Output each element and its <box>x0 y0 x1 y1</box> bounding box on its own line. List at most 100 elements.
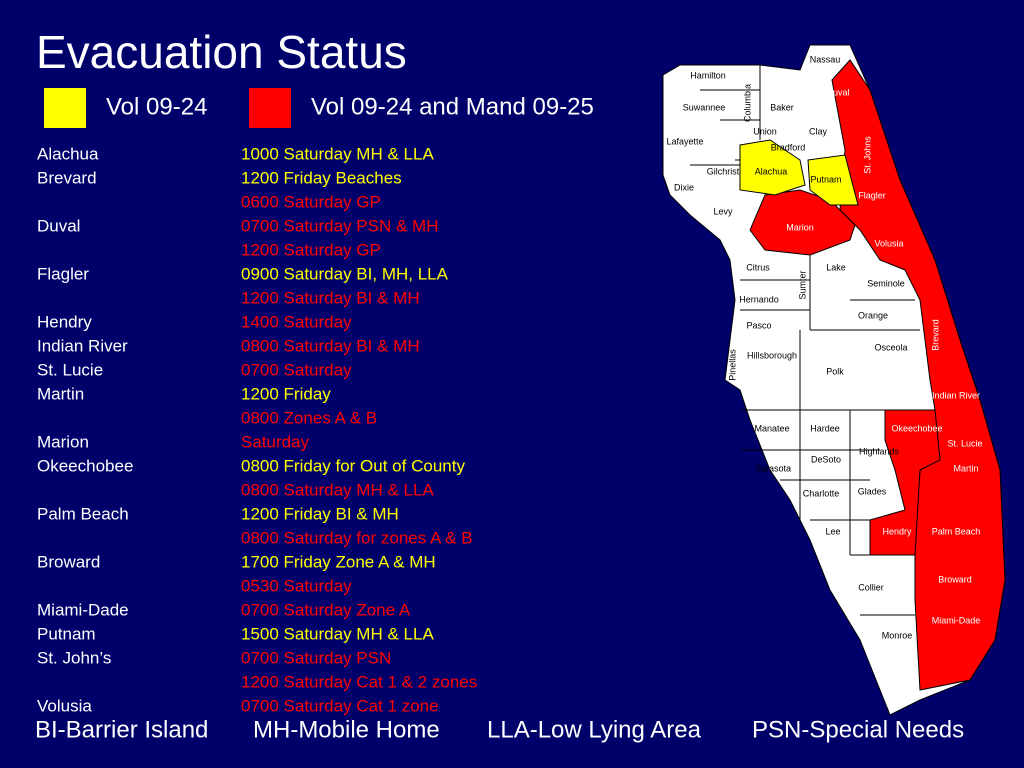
county-label: Okeechobee <box>891 423 942 433</box>
county-label: Highlands <box>859 446 900 456</box>
evacuation-time: 1200 Saturday GP <box>241 240 381 259</box>
evacuation-time: 1200 Friday BI & MH <box>241 504 399 523</box>
evacuation-time: 0600 Saturday GP <box>241 192 381 211</box>
county-label: Pasco <box>746 320 771 330</box>
status-table: Alachua 1000 Saturday MH & LLA Brevard 1200… <box>37 144 477 715</box>
county-label: Hardee <box>810 423 840 433</box>
legend-swatch <box>249 88 291 128</box>
legend-label: Vol 09-24 and Mand 09-25 <box>311 93 594 120</box>
evacuation-time: 0900 Saturday BI, MH, LLA <box>241 264 449 283</box>
county-label: Orange <box>858 310 888 320</box>
county-label: St. Johns <box>862 136 872 174</box>
county-name: Volusia <box>37 696 92 715</box>
county-label: Brevard <box>930 319 940 351</box>
footer-note: BI-Barrier Island <box>35 716 208 743</box>
county-label: Levy <box>713 206 733 216</box>
county-label: Monroe <box>882 630 913 640</box>
county-label: Dixie <box>674 182 694 192</box>
county-name: Putnam <box>37 624 96 643</box>
county-name: Okeechobee <box>37 456 133 475</box>
county-name: Broward <box>37 552 100 571</box>
county-label: Glades <box>858 486 887 496</box>
evacuation-time: 0700 Saturday <box>241 360 352 379</box>
evacuation-time: 0530 Saturday <box>241 576 352 595</box>
county-label: Bradford <box>771 142 806 152</box>
county-name: Duval <box>37 216 80 235</box>
marion-county <box>749 189 856 256</box>
evacuation-time: Saturday <box>241 432 310 451</box>
county-label: Hamilton <box>690 70 726 80</box>
county-name: Marion <box>37 432 89 451</box>
county-name: Palm Beach <box>37 504 129 523</box>
county-label: Citrus <box>746 262 770 272</box>
county-label: DeSoto <box>811 454 841 464</box>
evacuation-time: 1200 Friday Beaches <box>241 168 402 187</box>
county-label: Hillsborough <box>747 350 797 360</box>
evacuation-time: 1200 Saturday BI & MH <box>241 288 420 307</box>
evacuation-time: 0800 Saturday BI & MH <box>241 336 420 355</box>
evacuation-time: 1200 Friday <box>241 384 331 403</box>
county-label: Lee <box>825 526 840 536</box>
county-label: Flagler <box>858 190 886 200</box>
county-label: Collier <box>858 582 884 592</box>
county-label: Indian River <box>932 390 980 400</box>
county-label: Martin <box>953 463 978 473</box>
county-label: Lafayette <box>666 136 703 146</box>
county-label: Hendry <box>882 526 912 536</box>
county-label: Broward <box>938 574 972 584</box>
evacuation-time: 0700 Saturday Cat 1 zone <box>241 696 439 715</box>
county-label: Manatee <box>754 423 789 433</box>
evacuation-time: 0700 Saturday PSN <box>241 648 391 667</box>
county-name: St. John’s <box>37 648 111 667</box>
county-label: Miami-Dade <box>932 615 981 625</box>
alachua-county <box>739 139 806 196</box>
county-name: Miami-Dade <box>37 600 129 619</box>
county-label: St. Lucie <box>947 438 982 448</box>
evacuation-time: 1200 Saturday Cat 1 & 2 zones <box>241 672 477 691</box>
county-name: Hendry <box>37 312 92 331</box>
county-label: Pinellas <box>727 349 737 381</box>
county-name: Indian River <box>37 336 128 355</box>
county-label: Baker <box>770 102 794 112</box>
county-label: Hernando <box>739 294 779 304</box>
county-label: Sumter <box>797 270 807 299</box>
legend-label: Vol 09-24 <box>106 93 207 120</box>
evacuation-time: 0700 Saturday PSN & MH <box>241 216 438 235</box>
county-label: Lake <box>826 262 846 272</box>
county-label: Charlotte <box>803 488 840 498</box>
county-label: Nassau <box>810 54 841 64</box>
evacuation-time: 1400 Saturday <box>241 312 352 331</box>
title: Evacuation Status <box>36 26 407 78</box>
county-label: Marion <box>786 222 814 232</box>
county-borders <box>690 65 920 616</box>
footer-note: LLA-Low Lying Area <box>487 716 702 743</box>
legend-swatch <box>44 88 86 128</box>
county-label: Duval <box>826 87 849 97</box>
evacuation-time: 1500 Saturday MH & LLA <box>241 624 434 643</box>
county-name: St. Lucie <box>37 360 103 379</box>
county-label: Suwannee <box>683 102 726 112</box>
evacuation-time: 0800 Zones A & B <box>241 408 377 427</box>
county-label: Gilchrist <box>707 166 740 176</box>
county-label: Volusia <box>874 238 903 248</box>
county-label: Sarasota <box>755 463 791 473</box>
county-name: Flagler <box>37 264 89 283</box>
evacuation-time: 0700 Saturday Zone A <box>241 600 411 619</box>
county-name: Brevard <box>37 168 97 187</box>
county-label: Putnam <box>810 174 841 184</box>
evacuation-time: 1700 Friday Zone A & MH <box>241 552 436 571</box>
evacuation-time: 0800 Friday for Out of County <box>241 456 465 475</box>
county-name: Martin <box>37 384 84 403</box>
county-label: Clay <box>809 126 828 136</box>
evacuation-time: 0800 Saturday MH & LLA <box>241 480 434 499</box>
county-label: Union <box>753 126 777 136</box>
evacuation-time: 0800 Saturday for zones A & B <box>241 528 473 547</box>
footer-note: PSN-Special Needs <box>752 716 964 743</box>
county-label: Palm Beach <box>932 526 981 536</box>
county-label: Alachua <box>755 166 788 176</box>
putnam-county <box>807 154 859 206</box>
footer-note: MH-Mobile Home <box>253 716 440 743</box>
county-label: Seminole <box>867 278 905 288</box>
